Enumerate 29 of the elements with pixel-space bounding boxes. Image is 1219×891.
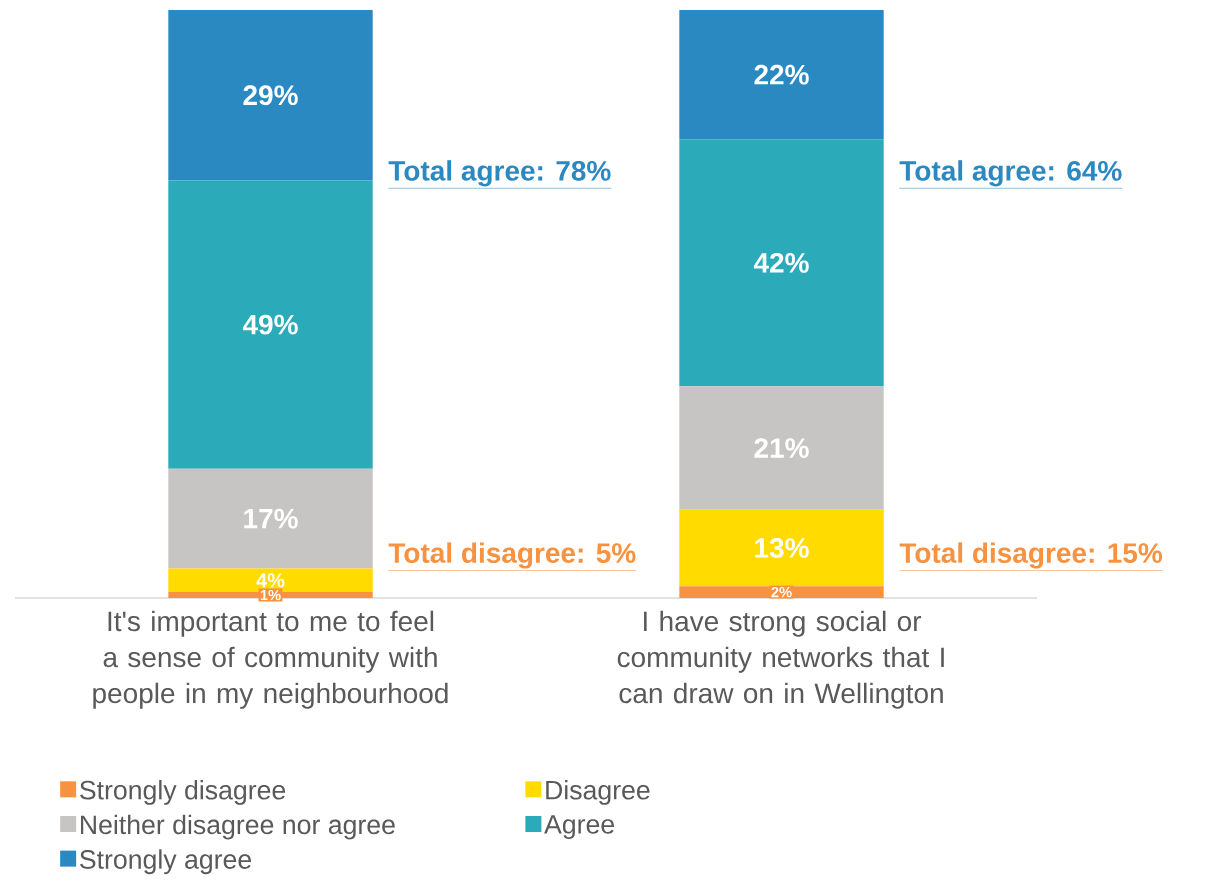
bar	[168, 180, 373, 469]
bar	[679, 509, 884, 587]
legend-label: Disagree	[546, 779, 650, 805]
annotation: Total agree: 64%	[899, 160, 1122, 187]
bar	[168, 9, 373, 181]
data-label: 2%	[771, 586, 792, 598]
data-label: 1%	[260, 589, 281, 601]
annotation: Total disagree: 5%	[388, 542, 636, 569]
data-label: 29%	[243, 85, 298, 106]
legend-label: Neither disagree nor agree	[81, 814, 395, 840]
data-label: 17%	[244, 508, 298, 529]
data-label: 49%	[242, 314, 298, 335]
bar	[679, 586, 884, 598]
legend-label: Agree	[544, 815, 614, 840]
x-tick-label: I have strong social or community networks that I can draw on in Wellington	[617, 610, 944, 709]
data-label: 22%	[754, 64, 809, 85]
annotation: Total disagree: 15%	[899, 542, 1163, 569]
legend-label: Strongly agree	[80, 849, 252, 875]
data-label: 21%	[754, 438, 809, 458]
bar	[679, 386, 884, 510]
data-label: 42%	[753, 252, 809, 273]
bar	[168, 468, 373, 569]
legend-label: Strongly disagree	[80, 779, 286, 805]
bar	[679, 139, 884, 387]
data-label: 4%	[256, 573, 285, 588]
annotation: Total agree: 78%	[388, 160, 611, 187]
x-tick-label: It's important to me to feel a sense of community with people in my neighbourhood	[93, 610, 448, 709]
data-label: 13%	[755, 538, 809, 558]
bar	[679, 9, 884, 140]
